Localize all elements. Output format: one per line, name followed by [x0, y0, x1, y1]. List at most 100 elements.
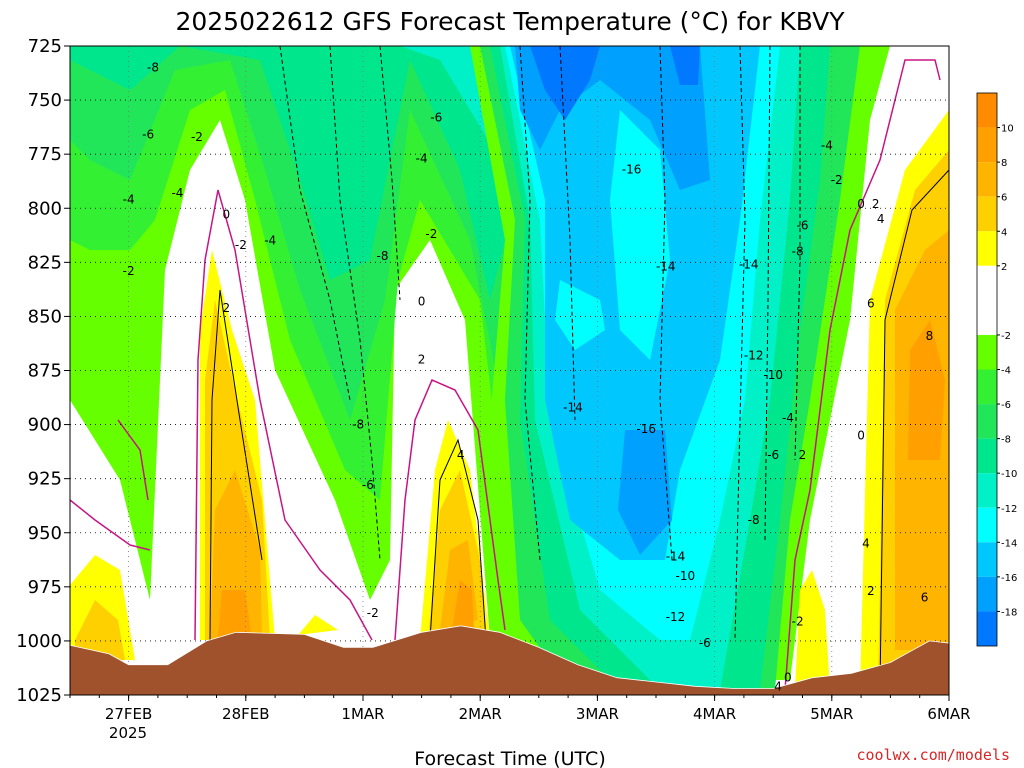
contour-label: 0 [418, 294, 426, 308]
x-tick-label: 28FEB [222, 705, 269, 723]
colorbar-swatch [977, 334, 997, 370]
colorbar-label: 8 [1001, 158, 1007, 169]
warm-region-shape [452, 580, 474, 630]
contour-labels: -8-6-4-2-2-40-2 -42-8-8-6-2-6-4-2024-14-1… [123, 61, 934, 694]
contour-label: 6 [867, 296, 875, 310]
contour-label: -6 [430, 110, 442, 124]
x-tick-label: 5MAR [810, 705, 853, 723]
colorbar-label: -6 [1001, 400, 1011, 411]
contour-label: -4 [264, 234, 276, 248]
contour-label: -14 [563, 400, 583, 414]
contour-label: 6 [921, 591, 929, 605]
colorbar-swatch [977, 93, 997, 128]
contour-label: -16 [636, 422, 656, 436]
y-tick-label: 1025 [16, 685, 62, 706]
colorbar-swatch [977, 265, 997, 335]
colorbar: 10 8 6 4 2 -2 -4 -6 -8 -10 -12 -14 -16 -18 [976, 92, 1017, 647]
contour-label: -2 [792, 614, 804, 628]
x-tick-label: 4MAR [693, 705, 736, 723]
contour-label: 2 [872, 197, 880, 211]
freezing-contour-line [70, 419, 151, 551]
contour-label: -2 [367, 606, 379, 620]
contour-label: -6 [797, 219, 809, 233]
contour-label: -8 [377, 249, 389, 263]
credit-link[interactable]: coolwx.com/models [856, 746, 1010, 764]
colorbar-swatch [977, 576, 997, 612]
y-tick-label: 800 [28, 198, 62, 219]
y-tick-label: 775 [28, 144, 62, 165]
chart-title: 2025022612 GFS Forecast Temperature (°C)… [175, 7, 845, 36]
contour-label: 0 [222, 208, 230, 222]
contour-label: -6 [142, 128, 154, 142]
contour-label: -14 [739, 257, 759, 271]
contour-label: 4 [774, 679, 782, 693]
colorbar-swatch [977, 196, 997, 232]
y-tick-label: 825 [28, 252, 62, 273]
contour-label: -2 [425, 227, 437, 241]
contour-label: 2 [222, 301, 230, 315]
x-year-label: 2025 [109, 724, 147, 742]
freezing-contour-line [394, 379, 506, 641]
contour-label: 0 [784, 671, 792, 685]
contour-label: -4 [782, 411, 794, 425]
colorbar-label: -16 [1001, 573, 1017, 584]
contour-label: 0 [857, 428, 865, 442]
freezing-contour-line [784, 59, 941, 691]
colorbar-label: 10 [1001, 124, 1014, 135]
colorbar-swatch [977, 542, 997, 577]
contour-label: -2 [831, 173, 843, 187]
cold-region-shape [70, 46, 510, 300]
contour-label: -14 [666, 550, 686, 564]
contour-label: 8 [926, 329, 934, 343]
cold-region-shape [610, 110, 670, 360]
colorbar-swatch [977, 438, 997, 474]
warm-region-shape [795, 570, 830, 690]
y-tick-label: 900 [28, 415, 62, 436]
y-tick-label: 850 [28, 306, 62, 327]
contour-label: -6 [767, 448, 779, 462]
y-tick-label: 875 [28, 361, 62, 382]
x-tick-label: 1MAR [341, 705, 384, 723]
colorbar-label: 6 [1001, 193, 1007, 204]
contour-label: -8 [748, 513, 760, 527]
colorbar-label: -8 [1001, 435, 1011, 446]
y-axis: 725 750 775 800 825 850 875 900 925 950 975 1000 102… [16, 36, 70, 706]
contour-label: 4 [877, 212, 885, 226]
colorbar-label: -2 [1001, 331, 1011, 342]
y-tick-label: 1000 [16, 631, 62, 652]
colorbar-label: -4 [1001, 366, 1011, 377]
contour-line [279, 46, 401, 561]
y-tick-label: 950 [28, 523, 62, 544]
contour-label: -2 [191, 130, 203, 144]
colorbar-label: -10 [1001, 469, 1017, 480]
y-tick-label: 975 [28, 577, 62, 598]
cold-region-shape [555, 280, 605, 350]
colorbar-swatch [977, 611, 997, 646]
colorbar-swatch [977, 507, 997, 543]
contour-label: 4 [457, 448, 465, 462]
cold-region-shape [530, 46, 600, 120]
colorbar-swatch [977, 369, 997, 405]
plot-area [70, 46, 949, 695]
x-tick-label: 3MAR [576, 705, 619, 723]
terrain-surface [69, 625, 950, 696]
cold-region-shape [618, 430, 672, 555]
contour-label: -6 [362, 478, 374, 492]
x-axis-title: Forecast Time (UTC) [414, 748, 605, 768]
colorbar-swatch [977, 231, 997, 266]
colorbar-label: -18 [1001, 607, 1017, 618]
colorbar-swatch [977, 473, 997, 508]
colorbar-label: 4 [1001, 227, 1007, 238]
colorbar-label: -14 [1001, 538, 1017, 549]
contour-line [519, 46, 673, 561]
contour-label: -8 [147, 61, 159, 75]
colorbar-swatch [977, 404, 997, 439]
x-tick-label: 27FEB [105, 705, 152, 723]
contour-label: 0 [857, 197, 865, 211]
warm-region-shape [218, 590, 252, 640]
warm-region-shape [298, 615, 338, 635]
grid [70, 46, 949, 695]
contour-label: -14 [656, 260, 676, 274]
contour-line [734, 46, 801, 641]
